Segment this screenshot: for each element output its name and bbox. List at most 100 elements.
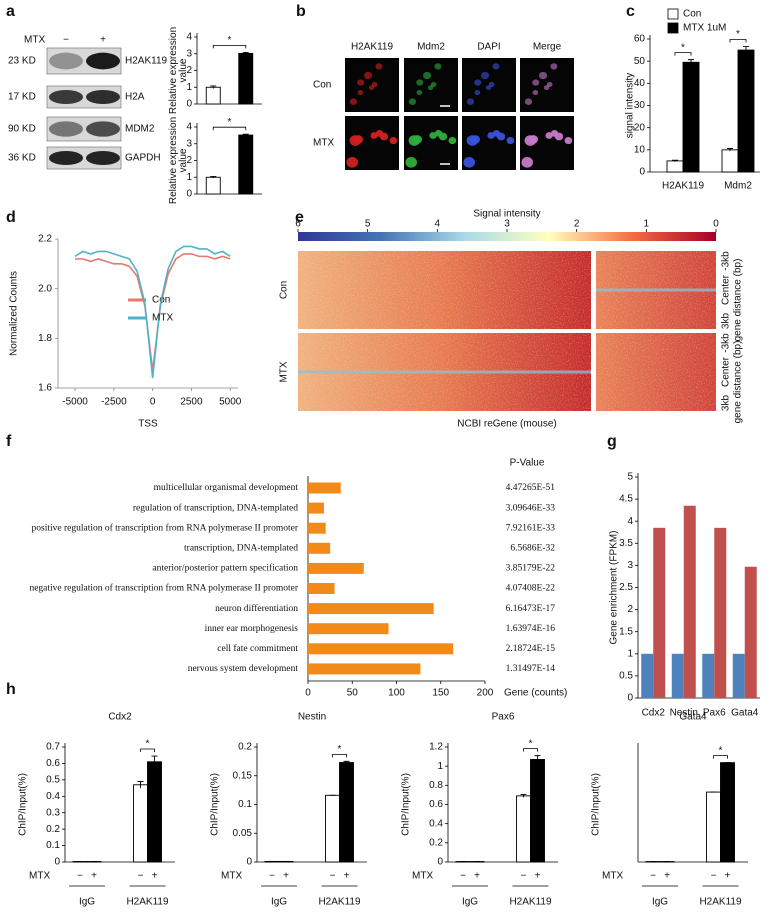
heatmap-texture (596, 333, 716, 411)
cell (564, 137, 573, 145)
row-label: MTX (412, 871, 433, 882)
significance-label: * (228, 35, 232, 46)
y-tick-label: 40 (634, 78, 646, 89)
blot-protein: GAPDH (125, 153, 161, 164)
side-label: -3kb (721, 251, 732, 271)
cell (408, 98, 417, 105)
y-tick-label: nervous system development (188, 664, 299, 674)
p-value: 1.63974E-16 (506, 624, 556, 634)
cell (405, 156, 417, 168)
x-tick-label: H2AK119 (126, 897, 169, 908)
condition-label: MTX (313, 138, 334, 149)
y-tick-label: 0 (246, 857, 252, 868)
y-tick-label: 0 (627, 693, 633, 704)
y-axis-label: ChIP/Input(%) (18, 773, 29, 836)
series-label: + (535, 871, 541, 882)
x-tick-label: Nestin (670, 708, 698, 719)
y-tick-label: 0.5 (46, 774, 60, 785)
y-tick-label: 0.2 (46, 824, 60, 835)
bar (516, 795, 531, 863)
channel-label: H2AK119 (351, 42, 394, 53)
chart-title: Pax6 (492, 712, 515, 723)
series-label: − (650, 871, 656, 882)
y-tick-label: 0.4 (429, 818, 443, 829)
blot-size: 17 KD (8, 92, 36, 103)
x-tick-label: 50 (347, 688, 359, 699)
series-label: + (664, 871, 670, 882)
y-tick-label: 4 (627, 516, 633, 527)
chart-title: Nestin (298, 712, 326, 723)
y-tick-label: 60 (634, 34, 646, 45)
cell (448, 137, 457, 145)
p-value-title: P-Value (510, 458, 545, 469)
side-label: -3kb (721, 333, 732, 353)
y-tick-label: 2.0 (38, 283, 52, 294)
cell (379, 132, 389, 141)
blot-protein: H2A (125, 92, 145, 103)
x-tick-label: 0 (305, 688, 311, 699)
bar (308, 663, 421, 675)
error-bar (210, 85, 217, 89)
cell (430, 81, 437, 88)
y-axis-label: ChIP/Input(%) (210, 773, 221, 836)
significance-bracket (212, 126, 247, 131)
p-value: 3.09646E-33 (506, 503, 556, 513)
bar (339, 762, 354, 863)
significance-bracket (713, 755, 728, 759)
side-label: 3kb (721, 313, 732, 330)
y-tick-label: 3 (186, 48, 192, 59)
cell (506, 137, 515, 145)
blot-size: 23 KD (8, 56, 36, 67)
y-tick-label: anterior/posterior pattern specification (152, 563, 298, 574)
chart-title: Gata4 (679, 712, 707, 723)
error-bar (534, 755, 541, 764)
significance-label: * (228, 117, 232, 128)
cell (474, 79, 482, 86)
cell (466, 98, 475, 105)
y-tick-label: 20 (634, 122, 646, 133)
cell (375, 63, 383, 70)
significance-label: * (736, 29, 740, 40)
p-value: 7.92161E-33 (506, 523, 556, 533)
bar (653, 527, 666, 698)
y-tick-label: 0.7 (46, 742, 60, 753)
x-tick-label: IgG (271, 897, 287, 908)
error-bar (242, 51, 249, 55)
cell (539, 71, 548, 80)
p-value: 1.31497E-14 (506, 664, 556, 674)
condition-label: Con (313, 80, 331, 91)
cell (463, 156, 475, 168)
bar (737, 49, 755, 173)
legend-label: MTX (152, 313, 173, 324)
bar (641, 653, 654, 698)
y-tick-label: 2.5 (619, 582, 633, 593)
x-tick-label: Gata4 (731, 708, 759, 719)
blot-protein: MDM2 (125, 124, 155, 135)
panel-label: c (626, 3, 635, 20)
error-bar (672, 159, 678, 162)
p-value: 6.5686E-32 (510, 543, 555, 553)
channel-label: Mdm2 (417, 42, 445, 53)
series-label: + (725, 871, 731, 882)
cell (416, 90, 423, 96)
error-bar (743, 46, 749, 54)
y-tick-label: 2 (186, 65, 192, 76)
blot-band (86, 52, 120, 70)
panel-label: b (296, 3, 306, 20)
heatmap-texture (298, 251, 591, 329)
side-label: Center (721, 356, 732, 387)
cell (434, 63, 442, 70)
y-tick-label: 0.3 (46, 807, 60, 818)
row-label: MTX (221, 871, 242, 882)
y-axis-label: Gene enrichment (FPKM) (609, 531, 620, 645)
panel-label: g (607, 433, 617, 450)
side-label: 3kb (721, 395, 732, 412)
side-title: gene distance (bp) (733, 259, 744, 342)
bar (308, 623, 389, 635)
x-tick-label: -2500 (101, 397, 127, 408)
cell (364, 71, 373, 80)
x-tick-label: IgG (79, 897, 95, 908)
error-bar (343, 760, 350, 764)
y-tick-label: 0.2 (238, 742, 252, 753)
